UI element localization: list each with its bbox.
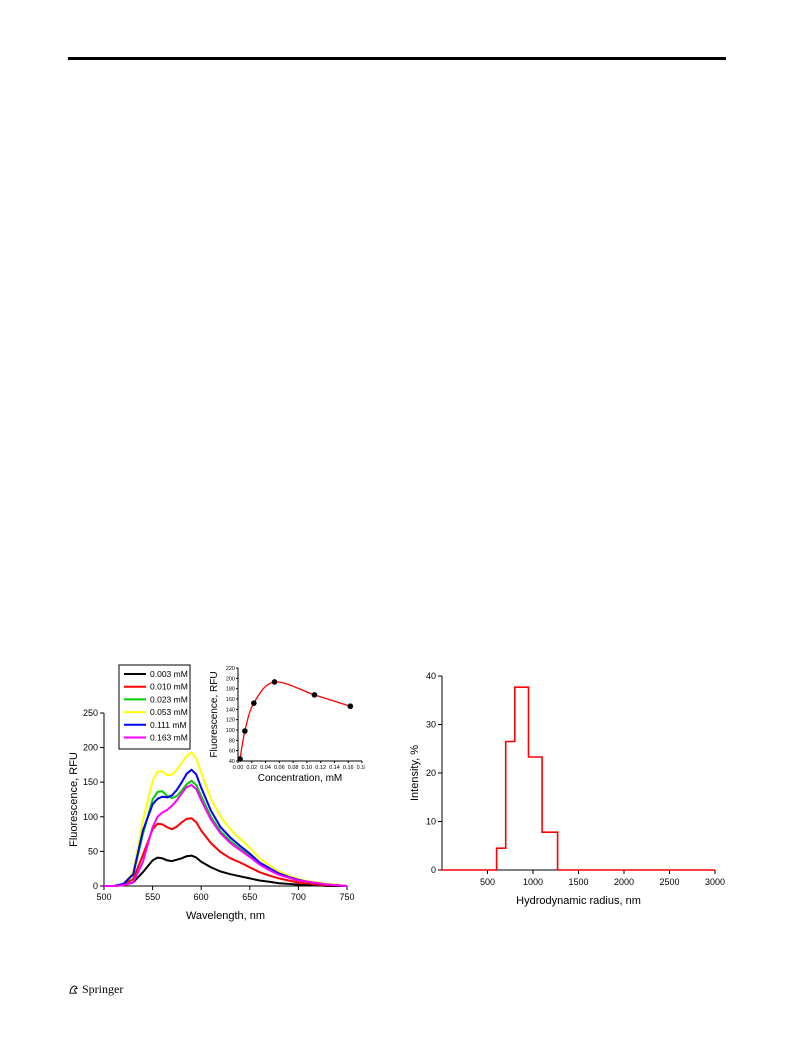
legend-label: 0.003 mM <box>150 669 188 679</box>
x-tick-label: 500 <box>96 892 111 902</box>
inset-data-point <box>347 703 354 710</box>
y-tick-label: 200 <box>83 743 98 753</box>
x-tick-label: 1500 <box>568 877 588 887</box>
inset-x-tick-label: 0.18 <box>357 765 365 771</box>
x-axis-title: Hydrodynamic radius, nm <box>516 895 641 907</box>
inset-x-tick-label: 0.16 <box>343 765 354 771</box>
y-tick-label: 10 <box>426 817 436 827</box>
y-tick-label: 250 <box>83 708 98 718</box>
x-tick-label: 1000 <box>523 877 543 887</box>
x-tick-label: 700 <box>291 892 306 902</box>
inset-y-tick-label: 180 <box>226 687 235 693</box>
legend: 0.003 mM 0.010 mM 0.023 mM 0.053 mM 0.111 mM… <box>118 664 191 750</box>
legend-box <box>118 664 191 750</box>
inset-y-axis-title: Fluorescence, RFU <box>209 671 220 757</box>
inset-y-tick-label: 160 <box>226 697 235 703</box>
y-tick-label: 30 <box>426 720 436 730</box>
y-tick-label: 100 <box>83 812 98 822</box>
y-axis-title: Intensity, % <box>409 745 421 801</box>
legend-label: 0.023 mM <box>150 694 188 704</box>
y-axis-title: Fluorescence, RFU <box>68 752 80 847</box>
legend-label: 0.163 mM <box>150 733 188 743</box>
inset-x-tick-label: 0.06 <box>274 765 285 771</box>
inset-y-tick-label: 40 <box>229 759 235 765</box>
x-tick-label: 550 <box>145 892 160 902</box>
inset-y-tick-label: 200 <box>226 676 235 682</box>
inset-x-tick-label: 0.12 <box>315 765 326 771</box>
inset-x-tick-label: 0.14 <box>329 765 340 771</box>
x-tick-label: 650 <box>242 892 257 902</box>
inset-data-point <box>251 700 257 706</box>
inset-fit-curve <box>239 681 351 760</box>
inset-data-point <box>242 728 248 734</box>
fluorescence-spectra-chart: 0 50 100 150 200 250 500 550 600 650 700 750 Wavelen… <box>68 664 367 922</box>
y-tick-label: 0 <box>93 881 98 891</box>
x-tick-label: 500 <box>480 877 495 887</box>
publisher-name: Springer <box>82 982 124 996</box>
inset-y-tick-label: 140 <box>226 707 235 713</box>
series-line <box>104 784 348 887</box>
springer-horse-icon <box>69 985 78 994</box>
x-axis-title: Wavelength, nm <box>186 910 265 922</box>
y-tick-label: 40 <box>426 671 436 681</box>
fluorescence-spectra-figure: 0 50 100 150 200 250 500 550 600 650 700 750 Wavelen… <box>60 655 367 925</box>
y-tick-label: 50 <box>88 846 98 856</box>
inset-x-tick-label: 0.02 <box>246 765 257 771</box>
inset-x-tick-label: 0.00 <box>233 765 244 771</box>
inset-y-tick-label: 120 <box>226 718 235 724</box>
inset-y-tick-label: 220 <box>226 666 235 672</box>
size-distribution-chart: 0 10 20 30 40 500 1000 1500 2000 2500 3000 Hydrodyn… <box>409 671 725 907</box>
x-tick-label: 2500 <box>659 877 679 887</box>
inset-x-tick-label: 0.10 <box>302 765 313 771</box>
header-rule <box>68 57 726 60</box>
x-tick-label: 750 <box>339 892 354 902</box>
size-distribution-figure: 0 10 20 30 40 500 1000 1500 2000 2500 3000 Hydrodyn… <box>405 660 730 915</box>
inset-data-point <box>311 692 318 698</box>
series-line <box>104 854 347 887</box>
inset-y-tick-label: 80 <box>229 738 235 744</box>
legend-label: 0.010 mM <box>150 682 188 692</box>
x-tick-label: 600 <box>194 892 209 902</box>
y-tick-label: 150 <box>83 777 98 787</box>
inset-data-point <box>271 679 278 685</box>
inset-x-tick-label: 0.04 <box>260 765 271 771</box>
x-tick-label: 3000 <box>705 877 725 887</box>
legend-label: 0.053 mM <box>150 707 188 717</box>
y-tick-label: 0 <box>431 865 436 875</box>
legend-label: 0.111 mM <box>150 720 187 730</box>
distribution-step-line <box>442 686 715 871</box>
y-tick-label: 20 <box>426 768 436 778</box>
inset-y-tick-label: 60 <box>229 749 235 755</box>
inset-y-tick-label: 100 <box>226 728 235 734</box>
inset-x-axis-title: Concentration, mM <box>258 773 342 784</box>
inset-data-point <box>237 756 243 762</box>
x-tick-label: 2000 <box>614 877 634 887</box>
page-footer: Springer <box>68 982 123 997</box>
inset-x-tick-label: 0.08 <box>288 765 299 771</box>
